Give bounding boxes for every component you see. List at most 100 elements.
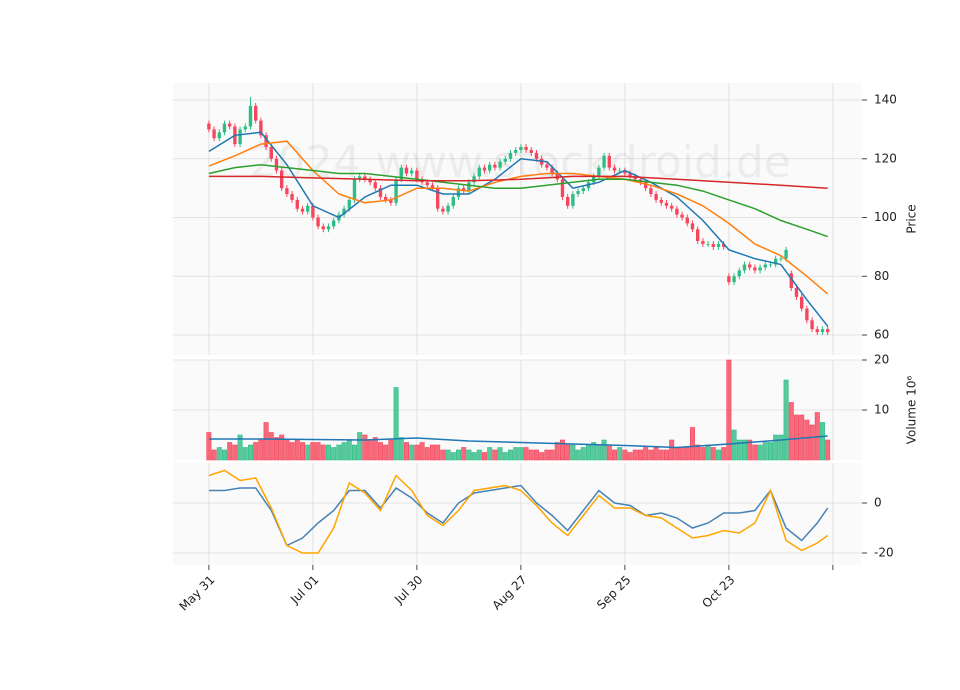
volume-bar xyxy=(518,447,524,461)
candle-body xyxy=(690,223,695,230)
volume-bar xyxy=(315,442,321,461)
volume-bar xyxy=(627,452,633,461)
volume-bar xyxy=(533,449,539,461)
volume-bar xyxy=(705,444,711,461)
candle-body xyxy=(529,149,533,153)
candle-body xyxy=(716,243,721,247)
volume-bar xyxy=(299,442,305,461)
line-series xyxy=(208,163,828,238)
volume-bar xyxy=(388,439,394,461)
volume-bar xyxy=(721,447,727,461)
volume-bar xyxy=(653,447,659,461)
candle-body xyxy=(805,308,809,321)
candle-body xyxy=(373,182,377,189)
candle-body xyxy=(649,188,653,195)
volume-bar xyxy=(221,449,227,461)
volume-bar xyxy=(471,452,477,461)
candle-body xyxy=(378,188,383,197)
volume-bar xyxy=(455,449,461,461)
candle-body xyxy=(389,199,393,203)
volume-bar xyxy=(502,452,508,461)
line-series xyxy=(208,469,829,554)
candle-body xyxy=(581,188,585,192)
line-series xyxy=(208,435,828,449)
volume-bar xyxy=(424,447,430,461)
candle-body xyxy=(352,179,357,200)
volume-bar xyxy=(450,452,456,461)
candle-body xyxy=(773,258,778,265)
volume-bar xyxy=(793,414,799,461)
candle-body xyxy=(742,264,747,271)
volume-bar xyxy=(247,444,253,461)
candle-body xyxy=(519,147,523,150)
y-axis-label: Price xyxy=(905,204,919,233)
volume-bar xyxy=(752,444,758,461)
volume-bar xyxy=(435,444,441,461)
candle-body xyxy=(763,264,767,268)
volume-bar xyxy=(206,432,212,461)
volume-bar xyxy=(346,439,352,461)
volume-bar xyxy=(294,439,300,461)
volume-bar xyxy=(279,434,285,461)
candle-body xyxy=(316,217,320,227)
candle-body xyxy=(363,176,367,180)
candle-body xyxy=(508,152,513,159)
volume-bar xyxy=(409,444,415,461)
volume-bar xyxy=(367,439,373,461)
volume-bar xyxy=(825,439,831,461)
candle-body xyxy=(227,123,232,127)
candle-body xyxy=(222,123,227,133)
candle-body xyxy=(342,208,346,215)
volume-bar xyxy=(804,419,810,461)
volume-bar xyxy=(679,447,685,461)
candle-body xyxy=(311,205,315,218)
volume-bar xyxy=(767,442,773,461)
volume-bar xyxy=(773,434,779,461)
volume-bar xyxy=(606,444,612,461)
watermark: 2024 www.stockdroid.de xyxy=(249,137,791,188)
volume-bar xyxy=(258,439,264,461)
volume-bar xyxy=(216,447,222,461)
candle-body xyxy=(253,105,258,121)
x-tick-label: Sep 25 xyxy=(594,573,633,612)
volume-bar xyxy=(357,432,363,461)
candle-body xyxy=(456,188,461,197)
candle-body xyxy=(560,179,565,197)
x-tick-label: Jul 01 xyxy=(287,573,321,607)
candle-body xyxy=(753,267,757,271)
x-tick-label: May 31 xyxy=(177,573,218,614)
volume-bar xyxy=(284,439,290,461)
volume-bar xyxy=(403,442,409,461)
volume-bar xyxy=(289,442,295,461)
volume-bar xyxy=(242,447,248,461)
candle-body xyxy=(243,126,247,130)
volume-bar xyxy=(507,449,513,461)
candle-body xyxy=(576,191,580,195)
x-tick-label: Jul 30 xyxy=(391,573,425,607)
volume-bar xyxy=(819,422,825,461)
volume-bar xyxy=(747,439,753,461)
volume-bar xyxy=(632,449,638,461)
candle-body xyxy=(435,188,440,209)
volume-bar xyxy=(393,387,399,461)
candle-body xyxy=(685,217,689,224)
volume-bar xyxy=(305,444,311,461)
volume-bar xyxy=(570,444,576,461)
candle-body xyxy=(285,188,289,195)
volume-bar xyxy=(726,359,732,461)
volume-bar xyxy=(669,439,675,461)
candle-body xyxy=(789,273,793,289)
candle-body xyxy=(441,208,445,212)
candle-body xyxy=(784,249,788,259)
volume-bar xyxy=(268,432,274,461)
candle-body xyxy=(524,147,528,150)
x-tick-label: Aug 27 xyxy=(490,573,530,613)
candle-body xyxy=(430,185,435,189)
candle-body xyxy=(248,105,253,127)
candle-body xyxy=(555,173,559,180)
volume-bar xyxy=(622,449,628,461)
candle-body xyxy=(269,147,273,159)
candle-body xyxy=(617,170,622,172)
volume-bar xyxy=(372,437,378,461)
volume-bar xyxy=(549,449,555,461)
